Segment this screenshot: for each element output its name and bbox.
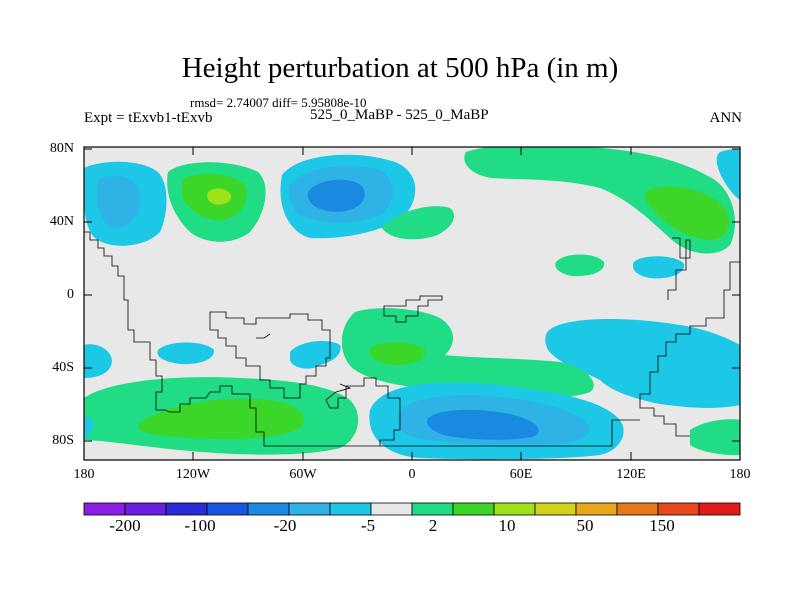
contour-cyan-ne (716, 149, 740, 200)
colorbar-swatch (124, 502, 167, 516)
coastline-south-america (209, 311, 331, 399)
lon-label: 180 (729, 467, 751, 482)
contour-cyan-s1 (545, 319, 740, 408)
ticks (83, 147, 741, 460)
case-label: 525_0_MaBP - 525_0_MaBP (310, 107, 489, 123)
contour-fields (84, 147, 740, 460)
lat-label: 0 (67, 287, 74, 302)
lat-label: 40S (52, 360, 74, 375)
coastlines (84, 231, 740, 447)
coastline-east (639, 261, 740, 437)
colorbar-label: 150 (649, 516, 675, 535)
contour-green-s1 (341, 308, 594, 398)
stats-label: rmsd= 2.74007 diff= 5.95808e-10 (190, 95, 367, 110)
colorbar (83, 502, 741, 516)
colorbar-swatch (370, 502, 413, 516)
colorbar-label: -200 (109, 516, 141, 535)
coastline-sa-tip (256, 333, 271, 339)
colorbar-swatch (329, 502, 372, 516)
plot-title: Height perturbation at 500 hPa (in m) (181, 52, 619, 84)
lon-label: 120E (616, 467, 646, 482)
lat-label: 80S (52, 433, 74, 448)
colorbar-label: 50 (576, 516, 594, 535)
contour-yellow-core (207, 188, 232, 205)
colorbar-swatch (206, 502, 249, 516)
colorbar-swatch (575, 502, 618, 516)
contour-green-core-ne (644, 186, 730, 240)
colorbar-label: -5 (360, 516, 376, 535)
coastline-asia (667, 237, 691, 300)
lon-label: 0 (408, 467, 416, 482)
colorbar-swatch (657, 502, 700, 516)
colorbar-label: -20 (273, 516, 297, 535)
coastline-africa (383, 295, 443, 323)
colorbar-swatch (411, 502, 454, 516)
colorbar-swatch (493, 502, 536, 516)
contour-green-atlantic (382, 206, 455, 240)
lon-label: 60E (509, 467, 533, 482)
colorbar-swatch (534, 502, 577, 516)
contour-green-core-sw (137, 398, 304, 439)
contour-green-core-s1 (369, 342, 426, 366)
lon-label: 180 (73, 467, 95, 482)
contour-cyan-w (84, 344, 112, 378)
lon-label: 60W (289, 467, 317, 482)
lat-label: 80N (49, 141, 74, 156)
colorbar-label: 2 (428, 516, 438, 535)
contour-cyan-sw1 (157, 342, 215, 365)
colorbar-swatch (698, 502, 741, 516)
lat-label: 40N (49, 214, 74, 229)
contour-cyan-sw2 (290, 340, 341, 369)
contour-green-se (690, 419, 740, 456)
contour-lightblue-nw (96, 175, 141, 228)
contour-green-small (555, 254, 605, 277)
coastline-west (84, 231, 401, 447)
colorbar-swatch (288, 502, 331, 516)
colorbar-swatch (83, 502, 126, 516)
season-label: ANN (709, 110, 743, 126)
colorbar-label: 10 (498, 516, 516, 535)
lon-label: 120W (175, 467, 211, 482)
colorbar-swatch (452, 502, 495, 516)
contour-cyan-small (632, 256, 685, 279)
colorbar-swatch (616, 502, 659, 516)
colorbar-swatch (165, 502, 208, 516)
contour-cyan-sw3 (84, 416, 93, 438)
colorbar-swatch (247, 502, 290, 516)
coastline-antarctica (380, 419, 640, 447)
experiment-label: Expt = tExvb1-tExvb (84, 110, 213, 126)
colorbar-label: -100 (184, 516, 216, 535)
contour-blue-n (307, 179, 365, 212)
contour-blue-s (426, 409, 539, 440)
contour-green-ne (464, 147, 735, 254)
